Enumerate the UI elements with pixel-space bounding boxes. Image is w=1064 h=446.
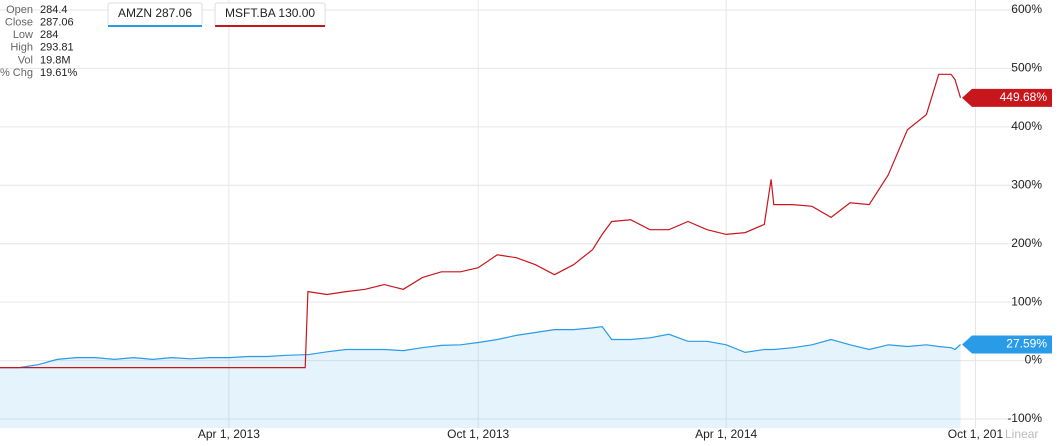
last-value-label: 449.68% bbox=[1000, 90, 1048, 104]
x-tick-label: Oct 1, 201 bbox=[948, 427, 1004, 441]
info-value: 284 bbox=[40, 29, 58, 41]
y-tick-label: 0% bbox=[1025, 353, 1043, 367]
series-area bbox=[0, 326, 961, 428]
legend-item[interactable]: MSFT.BA 130.00 bbox=[214, 2, 326, 27]
info-value: 293.81 bbox=[40, 42, 74, 54]
y-tick-label: 100% bbox=[1011, 294, 1042, 308]
info-value: 19.61% bbox=[40, 67, 78, 79]
legend-label: MSFT.BA 130.00 bbox=[225, 6, 315, 20]
info-label: Open bbox=[6, 4, 33, 16]
last-value-tag-shape bbox=[962, 88, 1052, 107]
info-label: Close bbox=[5, 17, 33, 29]
info-label: High bbox=[10, 42, 33, 54]
info-value: 287.06 bbox=[40, 17, 74, 29]
last-value-tag-shape bbox=[962, 335, 1052, 354]
info-value: 284.4 bbox=[40, 4, 68, 16]
series-line bbox=[0, 326, 961, 369]
legend-item[interactable]: AMZN 287.06 bbox=[107, 2, 203, 27]
y-tick-label: 600% bbox=[1011, 2, 1042, 16]
last-value-tag: 27.59% bbox=[962, 335, 1052, 354]
y-tick-label: 300% bbox=[1011, 177, 1042, 191]
series-line bbox=[0, 73, 962, 369]
info-label: % Chg bbox=[0, 67, 33, 79]
y-tick-label: 400% bbox=[1011, 119, 1042, 133]
legend-label: AMZN 287.06 bbox=[118, 6, 192, 20]
x-tick-label: Apr 1, 2014 bbox=[695, 427, 757, 441]
x-tick-label: Apr 1, 2013 bbox=[198, 427, 260, 441]
info-label: Vol bbox=[18, 54, 33, 66]
scale-label: Linear bbox=[1005, 427, 1038, 441]
last-value-label: 27.59% bbox=[1006, 337, 1047, 351]
y-tick-label: 500% bbox=[1011, 61, 1042, 75]
y-tick-label: 200% bbox=[1011, 236, 1042, 250]
x-tick-label: Oct 1, 2013 bbox=[447, 427, 509, 441]
info-label: Low bbox=[13, 29, 33, 41]
y-tick-label: -100% bbox=[1007, 411, 1042, 425]
info-value: 19.8M bbox=[40, 54, 71, 66]
last-value-tag: 449.68% bbox=[962, 88, 1052, 107]
